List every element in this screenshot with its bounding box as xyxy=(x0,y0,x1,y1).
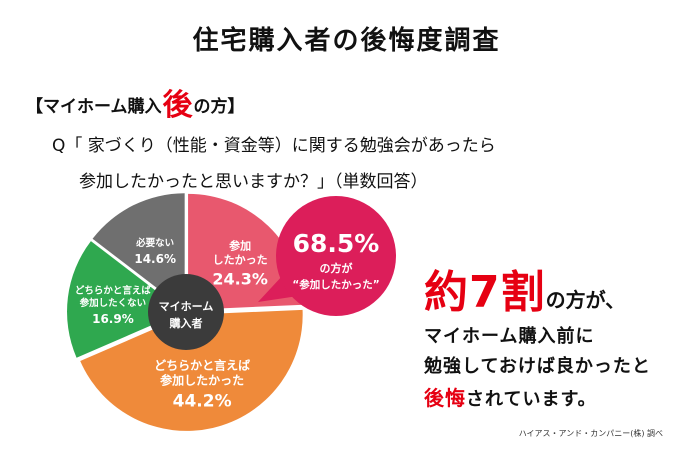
question-line-1: Q「 家づくり（性能・資金等）に関する勉強会があったら xyxy=(52,136,496,156)
body-regret-word: 後悔 xyxy=(424,386,466,410)
pie-slice-3-label-1: どちらかと言えば xyxy=(75,284,152,296)
subtitle-suffix: の方】 xyxy=(193,97,245,117)
pie-slice-2 xyxy=(80,309,303,431)
pie-slice-1 xyxy=(188,193,304,310)
pie-slice-4-label-1: 必要ない xyxy=(135,237,174,249)
page-title: 住宅購入者の後悔度調査 xyxy=(192,26,501,56)
pie-slice-2-label-2: 参加したかった xyxy=(160,373,244,388)
pie-slice-4 xyxy=(92,193,185,310)
callout-circle xyxy=(276,196,396,316)
subtitle: 【マイホーム購入後の方】 xyxy=(26,80,245,124)
callout-line-2: “参加したかった” xyxy=(292,278,379,291)
subtitle-prefix: 【マイホーム購入 xyxy=(26,97,162,117)
survey-question: Q「 家づくり（性能・資金等）に関する勉強会があったら 参加したかったと思います… xyxy=(52,128,496,200)
headline-small: の方が、 xyxy=(545,288,626,312)
source-credit: ハイアス・アンド・カンパニー(株) 調べ xyxy=(518,429,663,438)
callout-line-1: の方が xyxy=(320,261,353,275)
pie-slice-3-label-2: 参加したくない xyxy=(79,297,147,309)
pie-slice-3-value: 16.9% xyxy=(92,312,134,326)
pie-slice-3 xyxy=(67,241,184,358)
question-line-2: 参加したかったと思いますか？」（単数回答） xyxy=(79,172,428,192)
body-line-3-rest: されています。 xyxy=(466,389,597,410)
callout-value: 68.5% xyxy=(293,229,380,258)
pie-slice-1-label-1: 参加 xyxy=(229,239,251,253)
pie-center-circle xyxy=(148,274,224,350)
headline: 約7割の方が、 xyxy=(424,256,625,320)
pie-slice-4-value: 14.6% xyxy=(134,252,176,266)
pie-slice-2-value: 44.2% xyxy=(173,392,232,412)
body-line-3: 後悔されています。 xyxy=(424,382,597,411)
body-line-1: マイホーム購入前に xyxy=(424,326,595,347)
pie-slice-1-value: 24.3% xyxy=(212,270,268,289)
headline-big: 約7割 xyxy=(424,267,546,318)
pie-center-label-1: マイホーム xyxy=(159,300,214,313)
callout-bubble: 68.5% の方が “参加したかった” xyxy=(258,196,396,316)
pie-slice-1-label-2: したかった xyxy=(213,254,268,267)
body-line-2: 勉強しておけば良かったと xyxy=(424,356,651,377)
subtitle-accent: 後 xyxy=(162,88,193,123)
pie-center-label-2: 購入者 xyxy=(169,316,203,330)
pie-slice-2-label-1: どちらかと言えば xyxy=(154,358,250,373)
